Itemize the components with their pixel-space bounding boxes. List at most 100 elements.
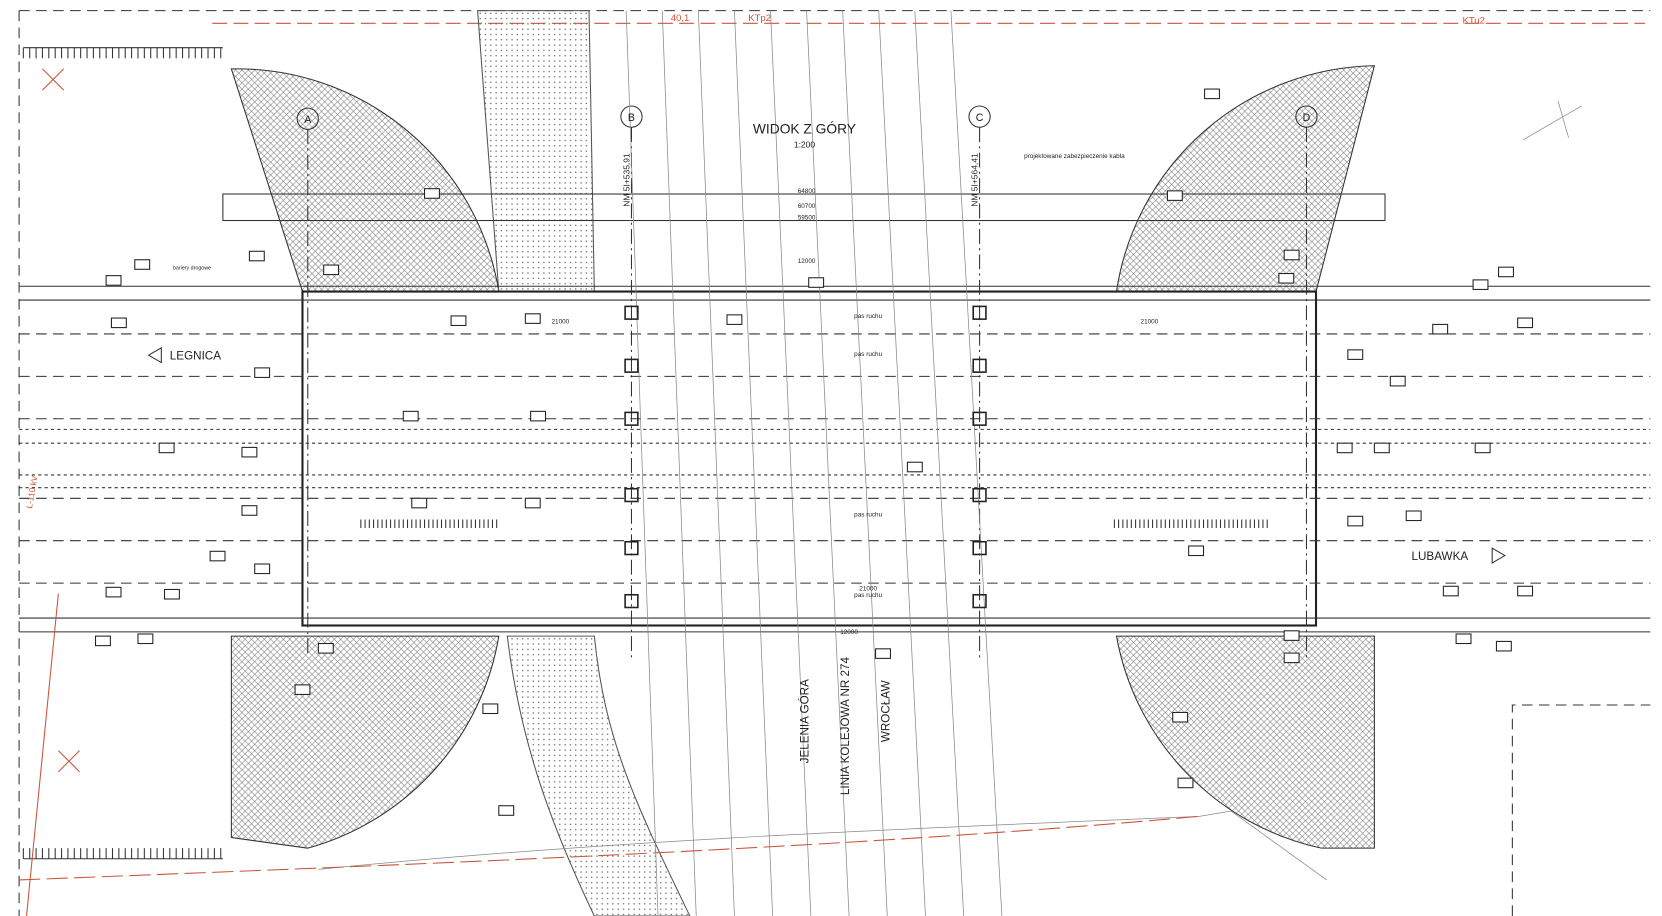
rail-line (878, 10, 926, 916)
tag-box (875, 648, 891, 659)
tag-box (1166, 190, 1183, 201)
tag-box (1177, 777, 1194, 789)
tag-box (134, 259, 151, 270)
tag-box (241, 505, 258, 516)
tag-box (1347, 349, 1364, 360)
tag-box (323, 264, 340, 276)
tag-box (1283, 249, 1300, 261)
slope-cone (1115, 635, 1375, 849)
generated-layer (19, 10, 1651, 916)
cable-label: KTu2 (1462, 15, 1484, 26)
tag-box (254, 563, 271, 575)
axis-label: A (304, 114, 312, 126)
pier (624, 411, 639, 426)
bridge-deck (301, 290, 1318, 627)
rail-line (914, 10, 965, 916)
tag-box (248, 250, 265, 262)
dimension: 21000 (1141, 318, 1159, 325)
north-arrow (1522, 100, 1582, 141)
pier (972, 540, 987, 556)
pier (972, 487, 987, 503)
tag-box (1389, 375, 1406, 387)
dimension: 64800 (798, 188, 816, 195)
slope-cone (1115, 65, 1376, 293)
barrier-label: bariery drogowe (173, 265, 211, 271)
pier (624, 540, 639, 556)
tag-box (482, 703, 499, 715)
lane-label: pas ruchu (854, 511, 882, 518)
direction: WROCŁAW (879, 680, 892, 742)
cable-line (19, 815, 1200, 881)
tag-box (1278, 272, 1295, 284)
tag-box (1517, 585, 1534, 597)
tag-box (450, 315, 467, 327)
rail-line (734, 10, 773, 916)
tag-box (1188, 545, 1205, 557)
axis-label: C (976, 112, 984, 124)
tag-box (906, 461, 923, 473)
rail-line (661, 10, 697, 916)
road-edge (318, 810, 1327, 881)
tag-box (726, 314, 743, 325)
dimension: 12000 (840, 629, 858, 636)
rail-line (770, 10, 812, 916)
tag-box (1204, 88, 1220, 100)
tag-box (254, 367, 271, 378)
labels: WIDOK Z GÓRY 1:200 A B C D NM 5I+535,91 … (24, 13, 1485, 795)
tag-box (411, 497, 428, 509)
pier (624, 305, 639, 320)
tag-box (137, 633, 154, 645)
direction-arrow (147, 346, 1506, 564)
border (18, 10, 1651, 916)
title: WIDOK Z GÓRY (753, 121, 856, 137)
demolition-mark (42, 68, 80, 773)
pier (972, 593, 987, 609)
tag-box (530, 410, 547, 422)
pier (624, 487, 639, 503)
railway-name: LINIA KOLEJOWA NR 274 (839, 656, 852, 795)
tag-box (1172, 711, 1189, 723)
lane-label: pas ruchu (854, 313, 882, 320)
tag-box (1432, 323, 1449, 335)
border (1511, 704, 1651, 916)
pier (624, 358, 639, 373)
ditch (477, 10, 595, 293)
power-line (26, 593, 59, 916)
slope-cone (230, 68, 500, 293)
tag-box (1283, 652, 1300, 664)
tag-box (423, 188, 440, 199)
rail-line (842, 10, 888, 916)
tag-box (105, 275, 122, 286)
tag-box (1517, 317, 1534, 329)
tag-box (1405, 510, 1422, 522)
dimension: 12000 (798, 258, 816, 265)
tag-box (1283, 630, 1300, 641)
dimension: 21000 (859, 586, 877, 593)
tag-box (808, 277, 825, 288)
pier (972, 411, 987, 426)
tag-box (1472, 279, 1489, 290)
rail-line (950, 10, 1003, 916)
rail-line (697, 10, 735, 916)
direction: LEGNICA (170, 349, 221, 362)
tag-box (1442, 585, 1459, 597)
tag-box (402, 410, 419, 422)
tag-box (105, 586, 122, 598)
station: NM 5I+564,41 (969, 153, 979, 207)
pier (972, 358, 987, 373)
station: NM 5I+535,91 (621, 153, 631, 207)
note: projektowane zabezpieczenie kabla (1024, 153, 1125, 160)
dimension-frame (222, 193, 1386, 222)
axis-label: B (628, 112, 635, 124)
tag-box (158, 442, 175, 454)
rail-line (806, 10, 850, 916)
tag-box (1455, 633, 1472, 645)
scale: 1:200 (794, 139, 815, 149)
tag-box (1474, 442, 1491, 454)
dimension: 21000 (552, 318, 570, 325)
tag-box (524, 313, 541, 324)
tag-box (163, 588, 180, 600)
pier (624, 593, 639, 609)
